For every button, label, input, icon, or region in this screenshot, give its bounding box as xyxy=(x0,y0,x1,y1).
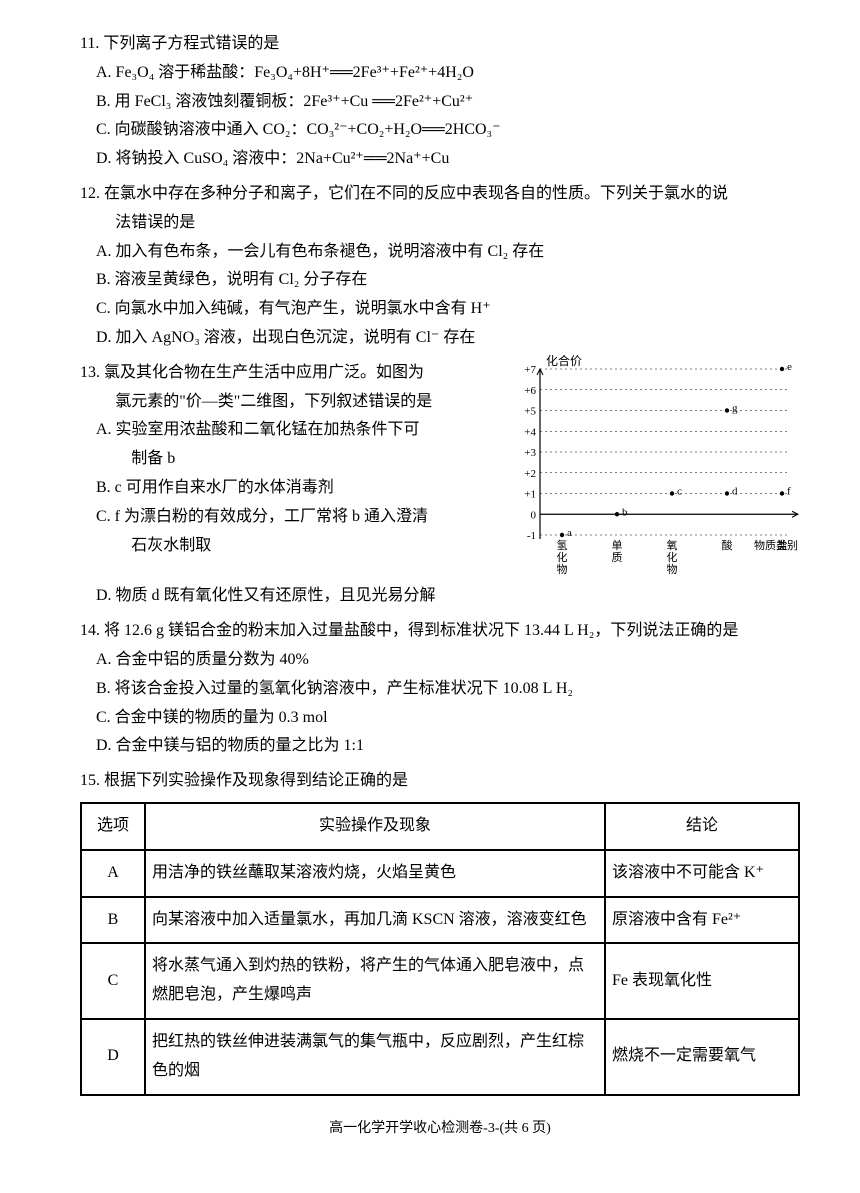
q14-option-d: D. 合金中镁与铝的物质的量之比为 1:1 xyxy=(80,732,800,761)
svg-text:+4: +4 xyxy=(524,426,536,438)
svg-text:g: g xyxy=(732,402,738,414)
q11-stem: 11. 下列离子方程式错误的是 xyxy=(80,30,800,59)
header-option: 选项 xyxy=(81,803,145,850)
question-15: 15. 根据下列实验操作及现象得到结论正确的是 选项 实验操作及现象 结论 A用… xyxy=(80,767,800,1095)
q12-option-c: C. 向氯水中加入纯碱，有气泡产生，说明氯水中含有 H⁺ xyxy=(80,295,800,324)
cell-operation: 向某溶液中加入适量氯水，再加几滴 KSCN 溶液，溶液变红色 xyxy=(145,897,605,944)
svg-text:+7: +7 xyxy=(524,364,536,376)
question-14: 14. 将 12.6 g 镁铝合金的粉末加入过量盐酸中，得到标准状况下 13.4… xyxy=(80,617,800,761)
question-13: 13. 氯及其化合物在生产生活中应用广泛。如图为 氯元素的"价—类"二维图，下列… xyxy=(80,359,800,611)
chart-svg: 化合价+7+6+5+4+3+2+10-1氢化物单质氧化物酸盐物质类别abcdge… xyxy=(510,355,800,575)
cell-conclusion: 该溶液中不可能含 K⁺ xyxy=(605,850,799,897)
svg-text:物: 物 xyxy=(667,562,678,575)
cell-conclusion: Fe 表现氧化性 xyxy=(605,943,799,1019)
svg-text:+1: +1 xyxy=(524,488,536,500)
svg-text:化: 化 xyxy=(667,550,678,564)
cell-option: A xyxy=(81,850,145,897)
q14-stem: 14. 将 12.6 g 镁铝合金的粉末加入过量盐酸中，得到标准状况下 13.4… xyxy=(80,617,800,646)
svg-text:f: f xyxy=(787,485,791,497)
q13-option-b: B. c 可用作自来水厂的水体消毒剂 xyxy=(80,474,502,503)
experiment-table: 选项 实验操作及现象 结论 A用洁净的铁丝蘸取某溶液灼烧，火焰呈黄色该溶液中不可… xyxy=(80,802,800,1096)
q13-option-a-line2: 制备 b xyxy=(80,445,502,474)
svg-text:氧: 氧 xyxy=(667,538,678,552)
question-11: 11. 下列离子方程式错误的是 A. Fe₃O₄ 溶于稀盐酸：Fe₃O₄+8H⁺… xyxy=(80,30,800,174)
q13-option-a-line1: A. 实验室用浓盐酸和二氧化锰在加热条件下可 xyxy=(80,416,502,445)
q13-option-d: D. 物质 d 既有氧化性又有还原性，且见光易分解 xyxy=(80,582,800,611)
q12-option-d: D. 加入 AgNO₃ 溶液，出现白色沉淀，说明有 Cl⁻ 存在 xyxy=(80,324,800,353)
q14-option-b: B. 将该合金投入过量的氢氧化钠溶液中，产生标准状况下 10.08 L H₂ xyxy=(80,675,800,704)
svg-text:酸: 酸 xyxy=(722,538,733,552)
svg-text:质: 质 xyxy=(612,551,623,564)
q11-option-b: B. 用 FeCl₃ 溶液蚀刻覆铜板：2Fe³⁺+Cu ══2Fe²⁺+Cu²⁺ xyxy=(80,88,800,117)
svg-text:+5: +5 xyxy=(524,405,536,417)
q15-stem: 15. 根据下列实验操作及现象得到结论正确的是 xyxy=(80,767,800,796)
cell-conclusion: 燃烧不一定需要氧气 xyxy=(605,1019,799,1095)
q11-option-c: C. 向碳酸钠溶液中通入 CO₂：CO₃²⁻+CO₂+H₂O══2HCO₃⁻ xyxy=(80,116,800,145)
cell-option: D xyxy=(81,1019,145,1095)
svg-text:-1: -1 xyxy=(527,530,536,542)
table-row: D把红热的铁丝伸进装满氯气的集气瓶中，反应剧烈，产生红棕色的烟燃烧不一定需要氧气 xyxy=(81,1019,799,1095)
svg-text:d: d xyxy=(732,485,738,497)
q12-option-a: A. 加入有色布条，一会儿有色布条褪色，说明溶液中有 Cl₂ 存在 xyxy=(80,238,800,267)
svg-text:化合价: 化合价 xyxy=(546,355,582,368)
table-row: B向某溶液中加入适量氯水，再加几滴 KSCN 溶液，溶液变红色原溶液中含有 Fe… xyxy=(81,897,799,944)
q14-option-a: A. 合金中铝的质量分数为 40% xyxy=(80,646,800,675)
q13-stem-line2: 氯元素的"价—类"二维图，下列叙述错误的是 xyxy=(80,388,502,417)
q11-option-a: A. Fe₃O₄ 溶于稀盐酸：Fe₃O₄+8H⁺══2Fe³⁺+Fe²⁺+4H₂… xyxy=(80,59,800,88)
svg-text:化: 化 xyxy=(557,550,568,564)
valence-class-chart: 化合价+7+6+5+4+3+2+10-1氢化物单质氧化物酸盐物质类别abcdge… xyxy=(510,355,800,583)
cell-option: B xyxy=(81,897,145,944)
svg-text:e: e xyxy=(787,361,792,373)
svg-text:氢: 氢 xyxy=(557,538,568,552)
question-12: 12. 在氯水中存在多种分子和离子，它们在不同的反应中表现各自的性质。下列关于氯… xyxy=(80,180,800,353)
svg-text:b: b xyxy=(622,506,628,518)
cell-operation: 把红热的铁丝伸进装满氯气的集气瓶中，反应剧烈，产生红棕色的烟 xyxy=(145,1019,605,1095)
q12-option-b: B. 溶液呈黄绿色，说明有 Cl₂ 分子存在 xyxy=(80,266,800,295)
svg-text:a: a xyxy=(567,527,572,539)
cell-conclusion: 原溶液中含有 Fe²⁺ xyxy=(605,897,799,944)
cell-operation: 将水蒸气通入到灼热的铁粉，将产生的气体通入肥皂液中，点燃肥皂泡，产生爆鸣声 xyxy=(145,943,605,1019)
table-row: A用洁净的铁丝蘸取某溶液灼烧，火焰呈黄色该溶液中不可能含 K⁺ xyxy=(81,850,799,897)
svg-text:物质类别: 物质类别 xyxy=(754,538,798,552)
q11-option-d: D. 将钠投入 CuSO₄ 溶液中：2Na+Cu²⁺══2Na⁺+Cu xyxy=(80,145,800,174)
svg-text:+2: +2 xyxy=(524,468,536,480)
svg-text:物: 物 xyxy=(557,562,568,575)
svg-text:0: 0 xyxy=(531,509,537,521)
q14-option-c: C. 合金中镁的物质的量为 0.3 mol xyxy=(80,704,800,733)
q12-stem-line1: 12. 在氯水中存在多种分子和离子，它们在不同的反应中表现各自的性质。下列关于氯… xyxy=(80,180,800,209)
svg-text:+3: +3 xyxy=(524,447,536,459)
q13-stem-line1: 13. 氯及其化合物在生产生活中应用广泛。如图为 xyxy=(80,359,502,388)
page-footer: 高一化学开学收心检测卷-3-(共 6 页) xyxy=(80,1116,800,1141)
q13-option-c-line2: 石灰水制取 xyxy=(80,532,502,561)
table-header-row: 选项 实验操作及现象 结论 xyxy=(81,803,799,850)
svg-text:+6: +6 xyxy=(524,385,536,397)
cell-operation: 用洁净的铁丝蘸取某溶液灼烧，火焰呈黄色 xyxy=(145,850,605,897)
svg-text:c: c xyxy=(677,485,682,497)
q12-stem-line2: 法错误的是 xyxy=(80,209,800,238)
table-row: C将水蒸气通入到灼热的铁粉，将产生的气体通入肥皂液中，点燃肥皂泡，产生爆鸣声Fe… xyxy=(81,943,799,1019)
cell-option: C xyxy=(81,943,145,1019)
header-conclusion: 结论 xyxy=(605,803,799,850)
header-operation: 实验操作及现象 xyxy=(145,803,605,850)
q13-option-c-line1: C. f 为漂白粉的有效成分，工厂常将 b 通入澄清 xyxy=(80,503,502,532)
svg-text:单: 单 xyxy=(612,539,623,552)
